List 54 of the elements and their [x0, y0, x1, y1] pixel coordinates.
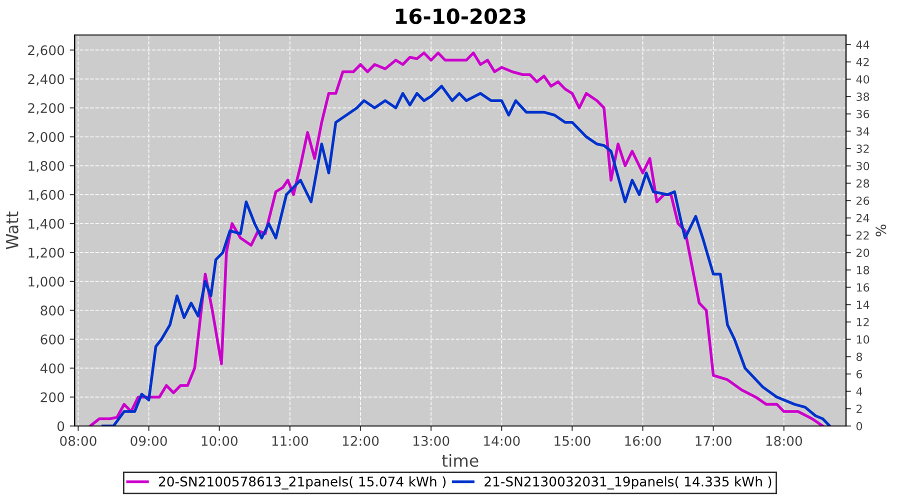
- y-tick-label: 2,000: [28, 132, 64, 144]
- x-tick-label: 08:00: [60, 436, 96, 446]
- y-tick-label: 2,600: [28, 45, 64, 57]
- y-tick-label: 600: [40, 334, 64, 344]
- y2-tick-label: 0: [856, 422, 862, 430]
- y2-tick-label: 16: [856, 283, 870, 292]
- y-tick-label: 2,200: [28, 103, 64, 114]
- y2-tick-label: 34: [856, 127, 870, 136]
- y-tick-label: 1,400: [28, 218, 64, 230]
- y-tick-label: 200: [40, 392, 64, 402]
- y2-tick-label: 18: [856, 266, 870, 274]
- y-tick-label: 0: [57, 421, 64, 432]
- legend-label: 20-SN2100578613_21panels( 15.074 kWh ): [158, 476, 446, 490]
- y2-tick-label: 44: [856, 40, 870, 49]
- y2-tick-label: 14: [856, 300, 870, 309]
- y-tick-label: 2,400: [28, 74, 64, 86]
- y2-tick-label: 28: [856, 179, 870, 188]
- y2-tick-label: 42: [856, 58, 869, 66]
- x-axis-title: time: [442, 454, 478, 467]
- legend-label: 21-SN2130032031_19panels( 14.335 kWh ): [484, 476, 772, 490]
- y-axis-title: Watt: [6, 212, 18, 250]
- x-tick-label: 17:00: [696, 436, 732, 446]
- y2-tick-label: 22: [856, 231, 869, 240]
- y-tick-label: 1,000: [28, 276, 64, 288]
- y2-tick-label: 8: [856, 352, 862, 362]
- x-tick-label: 13:00: [414, 436, 450, 446]
- y-tick-label: 800: [40, 306, 64, 316]
- y2-tick-label: 30: [856, 162, 870, 170]
- y2-tick-label: 2: [856, 404, 862, 413]
- x-tick-label: 16:00: [625, 436, 661, 446]
- x-tick-label: 15:00: [554, 436, 590, 446]
- y2-tick-label: 12: [856, 318, 869, 326]
- y2-tick-label: 24: [856, 214, 870, 222]
- y2-tick-label: 26: [856, 196, 870, 205]
- y-tick-label: 1,600: [28, 190, 64, 202]
- y2-tick-label: 36: [856, 110, 870, 118]
- x-tick-label: 11:00: [272, 436, 308, 446]
- x-tick-label: 14:00: [484, 436, 520, 446]
- x-tick-label: 10:00: [202, 436, 238, 446]
- y2-tick-label: 6: [856, 370, 862, 378]
- y2-axis-title: %: [876, 224, 886, 236]
- y2-tick-label: 20: [856, 248, 870, 257]
- y-tick-label: 1,800: [28, 160, 64, 172]
- y2-tick-label: 38: [856, 92, 870, 101]
- x-tick-label: 12:00: [342, 436, 379, 446]
- y2-tick-label: 40: [856, 75, 870, 84]
- y-tick-label: 1,200: [28, 248, 64, 260]
- chart-title: 16-10-2023: [396, 8, 526, 24]
- x-tick-label: 18:00: [766, 436, 802, 446]
- y2-tick-label: 10: [856, 335, 870, 344]
- y2-tick-label: 4: [856, 387, 862, 396]
- y2-tick-label: 32: [856, 144, 869, 153]
- x-tick-label: 09:00: [130, 436, 167, 446]
- y-tick-label: 400: [40, 363, 64, 374]
